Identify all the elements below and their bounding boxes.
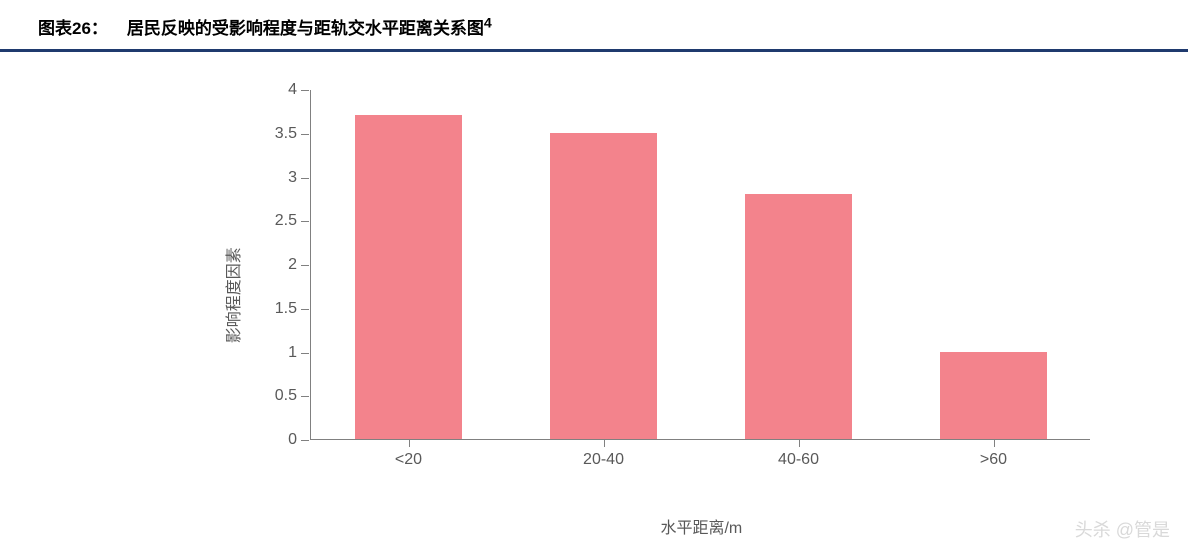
x-tick: [604, 439, 605, 447]
y-tick-label: 1: [288, 344, 297, 362]
y-tick-label: 1.5: [275, 300, 297, 318]
y-tick-label: 3.5: [275, 125, 297, 143]
x-tick: [409, 439, 410, 447]
y-tick-label: 0: [288, 431, 297, 449]
x-tick: [994, 439, 995, 447]
figure-title: 图表26： 居民反映的受影响程度与距轨交水平距离关系图4: [38, 19, 492, 38]
y-tick: [301, 396, 309, 397]
y-tick-label: 0.5: [275, 387, 297, 405]
x-tick-label: >60: [980, 451, 1007, 469]
plot-area: 00.511.522.533.54<2020-4040-60>60: [310, 90, 1090, 440]
figure-title-text: 居民反映的受影响程度与距轨交水平距离关系图: [127, 19, 484, 38]
x-tick: [799, 439, 800, 447]
y-tick-label: 4: [288, 81, 297, 99]
y-axis-label: 影响程度因素: [220, 247, 244, 343]
bar: [355, 115, 462, 439]
x-tick-label: <20: [395, 451, 422, 469]
x-axis-label: 水平距离/m: [660, 514, 742, 538]
y-tick: [301, 265, 309, 266]
y-tick-label: 2.5: [275, 212, 297, 230]
y-tick: [301, 440, 309, 441]
bar-chart: 影响程度因素 00.511.522.533.54<2020-4040-60>60…: [260, 80, 1110, 520]
bar: [550, 133, 657, 439]
y-tick-label: 2: [288, 256, 297, 274]
bar: [745, 194, 852, 439]
watermark-text: 头杀 @管是: [1075, 516, 1170, 542]
x-tick-label: 20-40: [583, 451, 624, 469]
y-tick: [301, 221, 309, 222]
figure-footnote-ref: 4: [484, 15, 492, 31]
y-tick: [301, 90, 309, 91]
bar: [940, 352, 1047, 440]
x-tick-label: 40-60: [778, 451, 819, 469]
y-tick: [301, 353, 309, 354]
figure-number: 图表26：: [38, 19, 108, 38]
y-tick: [301, 309, 309, 310]
y-tick: [301, 178, 309, 179]
figure-header: 图表26： 居民反映的受影响程度与距轨交水平距离关系图4: [0, 0, 1188, 52]
y-tick: [301, 134, 309, 135]
y-tick-label: 3: [288, 169, 297, 187]
